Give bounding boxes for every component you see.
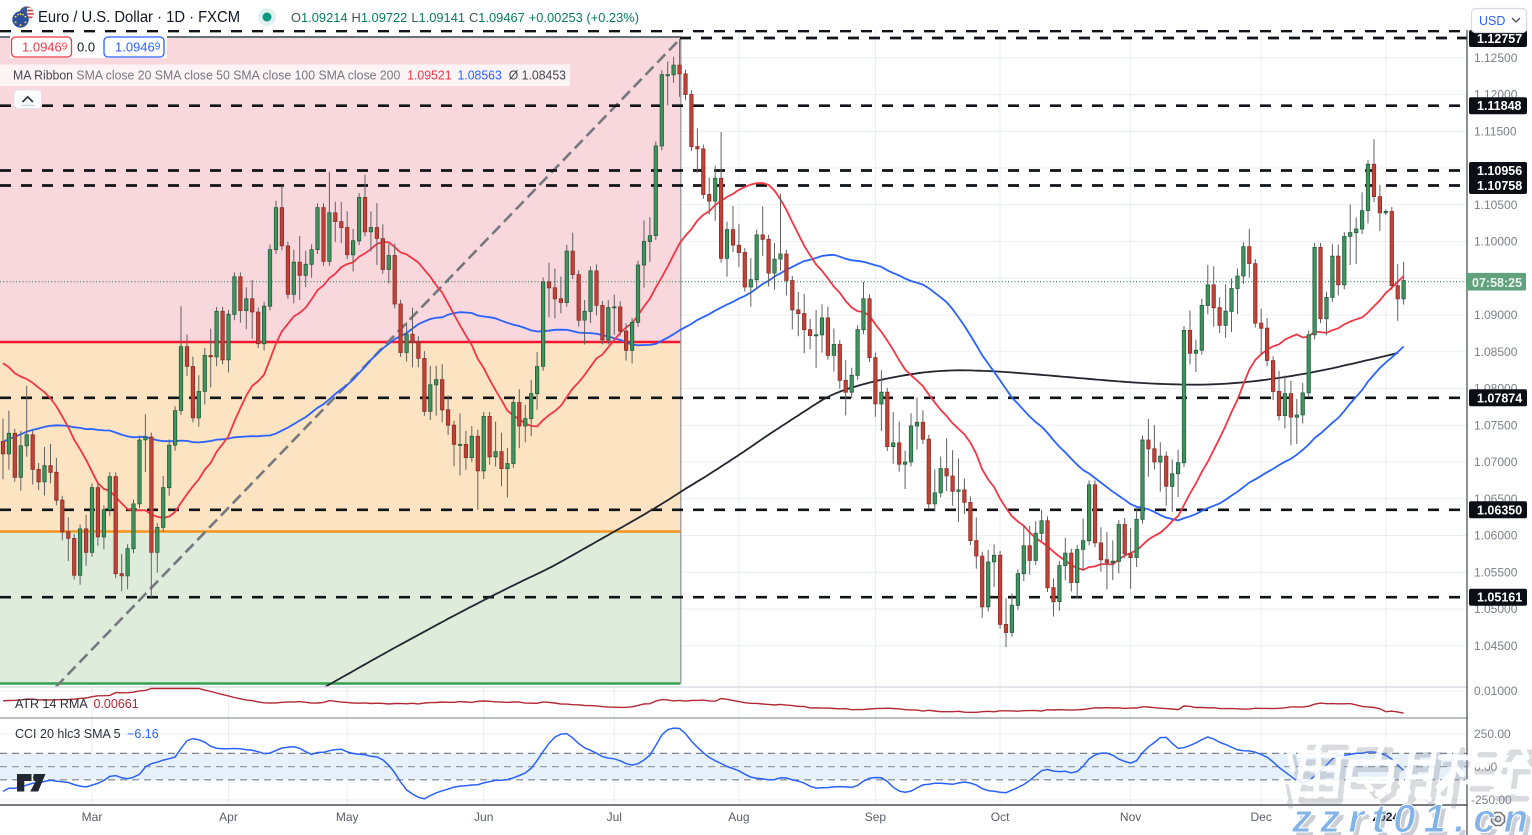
svg-text:Apr: Apr [219, 810, 238, 824]
svg-text:1.08500: 1.08500 [1474, 345, 1518, 359]
svg-text:Dec: Dec [1251, 810, 1272, 824]
svg-text:1.06000: 1.06000 [1474, 529, 1518, 543]
svg-text:1.06350: 1.06350 [1477, 503, 1522, 517]
svg-text:Oct: Oct [991, 810, 1010, 824]
svg-text:Euro / U.S. Dollar · 1D · FXCM: Euro / U.S. Dollar · 1D · FXCM [38, 9, 240, 26]
svg-text:1.10956: 1.10956 [1477, 164, 1522, 178]
svg-text:Nov: Nov [1120, 810, 1141, 824]
svg-text:-250.00: -250.00 [1471, 793, 1512, 807]
svg-text:1.10500: 1.10500 [1474, 198, 1518, 212]
svg-text:2024: 2024 [1372, 810, 1399, 824]
svg-text:1.12500: 1.12500 [1474, 51, 1518, 65]
svg-text:1.07874: 1.07874 [1477, 391, 1522, 405]
svg-text:250.00: 250.00 [1474, 727, 1511, 741]
svg-text:Jul: Jul [607, 810, 622, 824]
svg-text:zzrt01.cn: zzrt01.cn [1295, 801, 1532, 835]
svg-text:1.11500: 1.11500 [1474, 124, 1517, 138]
svg-text:0.0: 0.0 [77, 40, 95, 55]
svg-text:zzrt01.cn: zzrt01.cn [1291, 797, 1528, 835]
svg-text:Sep: Sep [865, 810, 887, 824]
svg-text:1.07500: 1.07500 [1474, 418, 1518, 432]
svg-text:1.11848: 1.11848 [1477, 99, 1522, 113]
svg-text:Mar: Mar [82, 810, 103, 824]
svg-text:1.05161: 1.05161 [1477, 591, 1522, 605]
svg-text:Jun: Jun [474, 810, 493, 824]
svg-text:ATR 14 RMA 0.00661: ATR 14 RMA 0.00661 [15, 697, 139, 711]
svg-text:1.10000: 1.10000 [1474, 235, 1518, 249]
svg-text:May: May [336, 810, 359, 824]
svg-text:1.05500: 1.05500 [1474, 565, 1518, 579]
svg-text:1.10758: 1.10758 [1477, 179, 1522, 193]
svg-text:0.01000: 0.01000 [1474, 684, 1518, 698]
svg-text:MA Ribbon SMA close 20 SMA clo: MA Ribbon SMA close 20 SMA close 50 SMA … [13, 69, 566, 83]
svg-text:1.09469: 1.09469 [22, 40, 68, 55]
svg-text:USD: USD [1479, 14, 1505, 28]
svg-text:07:58:25: 07:58:25 [1472, 276, 1522, 290]
svg-text:CCI 20 hlc3 SMA 5 −6.16: CCI 20 hlc3 SMA 5 −6.16 [15, 727, 159, 741]
svg-text:1.09469: 1.09469 [115, 40, 161, 55]
svg-text:1.04500: 1.04500 [1474, 639, 1518, 653]
svg-text:1.09000: 1.09000 [1474, 308, 1518, 322]
svg-text:1.07000: 1.07000 [1474, 455, 1518, 469]
svg-text:Aug: Aug [728, 810, 749, 824]
svg-text:1.12757: 1.12757 [1477, 32, 1522, 46]
